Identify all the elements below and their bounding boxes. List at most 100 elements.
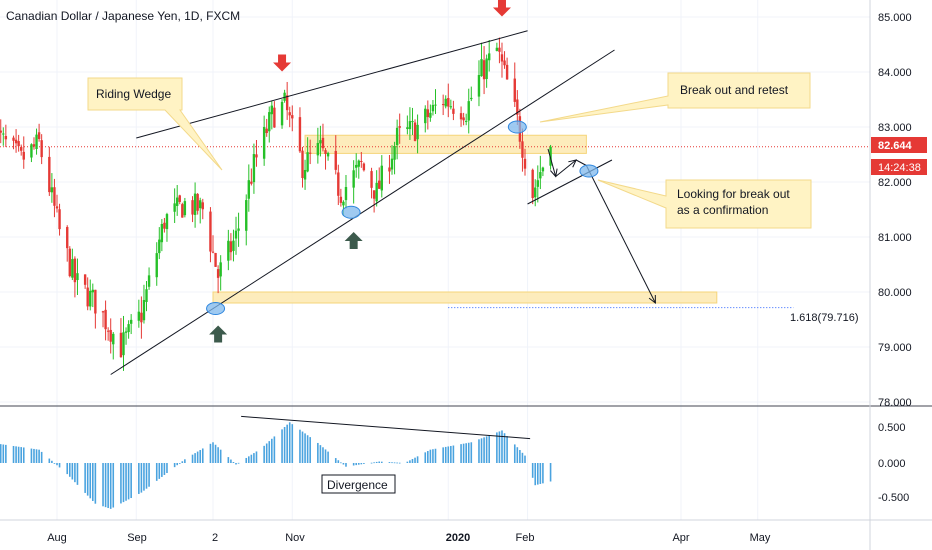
candle-body [441,104,445,106]
oscillator-bar [301,431,304,463]
candle-body [12,137,15,141]
grid [0,0,870,520]
candle-body [470,97,473,100]
oscillator-bar [480,438,483,463]
candle-body [464,120,468,122]
candle-body [22,151,25,160]
candle-body [411,121,414,123]
candle-body [129,319,133,324]
oscillator-bar [337,460,340,463]
candle-body [145,289,148,302]
oscillator-bar [56,463,58,466]
candle-body [127,324,130,333]
candle-body [35,134,38,149]
oscillator-bar [355,463,358,466]
oscillator-bar [130,463,132,499]
candle-body [531,169,534,199]
oscillator-bar [363,463,365,464]
candle-body [360,160,363,162]
oscillator-bar [414,457,416,463]
candle-body [516,99,519,115]
candle-body [250,181,253,184]
callout-confirmation: Looking for break out as a confirmation [597,179,812,229]
oscillator-bar [120,463,122,504]
oscillator-bar [291,424,294,463]
confirmation-line-1: Looking for break out [677,187,790,201]
price-axis[interactable]: 85.000 84.000 83.000 82.000 81.000 80.00… [871,12,927,409]
callout-riding-wedge: Riding Wedge [87,77,223,171]
candle-body [196,194,199,211]
candle-body [303,169,307,180]
oscillator-bar [432,449,434,463]
oscillator-bar [516,447,519,463]
touch-point-marker [579,164,599,178]
oscillator-bar [250,454,253,463]
oscillator-bar [122,463,125,503]
price-tick-label: 85.000 [878,12,912,24]
oscillator-bar [391,462,393,464]
candle-body [140,312,143,323]
drawings-layer [110,0,656,440]
candle-body [76,273,79,281]
candle-body [158,239,161,254]
oscillator-bar [214,444,217,463]
callout-shape [539,72,811,123]
oscillator-bar [534,463,537,486]
oscillator-bar [20,447,22,463]
time-tick-label: Nov [285,532,305,544]
oscillator-bar [227,457,230,463]
candle-body [112,333,115,345]
oscillator-axis[interactable]: 0.500 0.000 -0.500 [878,422,909,504]
candle-body [160,223,164,243]
candle-body [298,117,302,152]
oscillator-bar [235,463,237,465]
oscillator-bar [232,462,235,463]
candle-body [165,214,169,230]
candle-body [393,145,396,160]
oscillator-bar [40,451,43,463]
oscillator-bar [53,463,56,464]
oscillator-bar [158,463,161,479]
candle-body [209,211,212,252]
candle-body [214,252,217,267]
candle-body [482,60,486,80]
candle-body [319,140,322,144]
oscillator-bar [145,463,148,489]
oscillator-bar [488,435,490,463]
oscillator-bar [409,460,411,463]
candle-body [426,109,430,118]
candle-body [355,164,358,168]
candle-body [30,144,33,158]
oscillator-bar [265,443,268,463]
oscillator-bar [460,444,462,463]
candle-body [270,105,274,115]
candle-body [66,227,69,249]
candle-body [50,187,54,193]
candle-body [89,290,92,307]
candle-body [155,253,158,278]
candle-body [101,311,105,313]
oscillator-bar [309,437,311,463]
oscillator-bar [209,443,212,463]
oscillator-bar [452,445,455,463]
candles-layer [0,37,552,371]
candle-body [178,195,181,202]
candle-body [191,200,194,215]
oscillator-bar [427,451,429,463]
osc-tick-label: 0.000 [878,458,906,470]
candle-body [541,167,545,172]
price-tick-label: 84.000 [878,67,912,79]
candle-body [378,180,381,189]
price-tick-label: 83.000 [878,122,912,134]
oscillator-bar [51,460,53,463]
oscillator-bar [317,442,319,463]
candle-body [505,64,509,80]
candle-body [227,240,230,261]
candle-body [147,275,151,287]
candle-body [306,152,309,172]
time-axis[interactable]: Aug Sep 2 Nov 2020 Feb Apr May [47,532,771,544]
candle-body [237,228,240,231]
candle-body [434,104,437,106]
